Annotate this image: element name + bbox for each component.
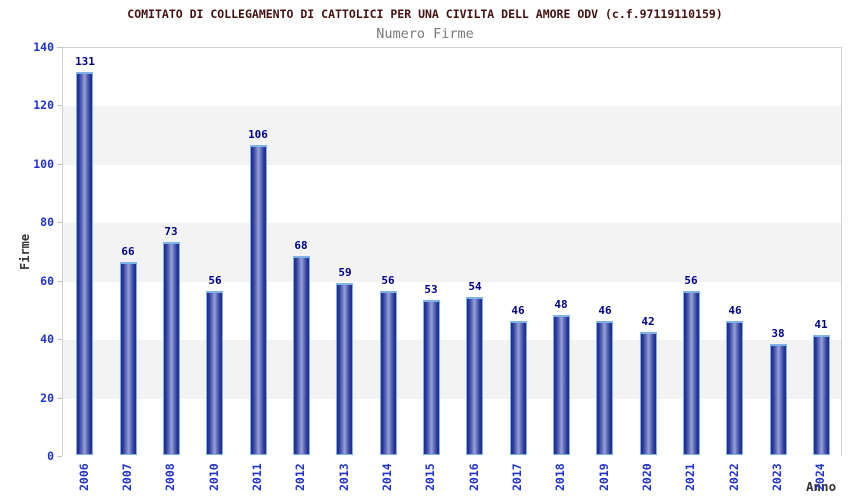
bar-2012 (293, 256, 310, 455)
bar-2007 (120, 262, 137, 455)
bar-2020 (640, 332, 657, 455)
grid-band (63, 106, 841, 165)
bar-2024 (813, 335, 830, 455)
bar-value-2022: 46 (728, 304, 742, 317)
y-tick-label: 0 (47, 449, 54, 463)
x-tick-label-2021: 2021 (683, 463, 697, 491)
bar-value-2023: 38 (771, 327, 785, 340)
x-tick-label-2020: 2020 (640, 463, 654, 491)
y-tick-label: 20 (40, 390, 54, 405)
y-tick-label: 40 (40, 332, 54, 347)
bar-value-2018: 48 (554, 298, 568, 311)
y-tick-label: 140 (33, 40, 54, 54)
bar-value-2010: 56 (208, 274, 222, 287)
bar-2006 (76, 72, 93, 455)
bar-value-2024: 41 (814, 318, 828, 331)
y-tick-label: 80 (40, 215, 54, 230)
x-tick-label-2011: 2011 (250, 463, 264, 491)
bar-value-2006: 131 (75, 55, 95, 68)
grid-band (63, 340, 841, 399)
y-tick-mark (57, 47, 62, 48)
bar-2016 (466, 297, 483, 455)
bar-2021 (683, 291, 700, 455)
y-tick-mark (57, 105, 62, 107)
bar-value-2012: 68 (294, 239, 308, 252)
bar-value-2013: 59 (338, 266, 352, 279)
bar-2011 (250, 145, 267, 455)
bar-2015 (423, 300, 440, 455)
x-tick-label-2015: 2015 (423, 463, 437, 491)
x-tick-label-2016: 2016 (467, 463, 481, 491)
y-tick-mark (57, 280, 62, 282)
grid-band (63, 281, 841, 341)
x-tick-label-2022: 2022 (727, 463, 741, 491)
x-axis-title: Anno (806, 479, 837, 494)
bar-value-2017: 46 (511, 304, 525, 317)
x-tick-label-2010: 2010 (207, 463, 221, 491)
bar-value-2007: 66 (121, 245, 135, 258)
bar-2010 (206, 291, 223, 455)
y-axis-title: Firme (18, 233, 32, 271)
bar-2022 (726, 321, 743, 455)
x-tick-label-2024: 2024 (813, 463, 827, 491)
bar-value-2011: 106 (248, 128, 268, 141)
bar-value-2015: 53 (424, 283, 438, 296)
y-tick-label: 60 (40, 273, 54, 288)
chart-title: COMITATO DI COLLEGAMENTO DI CATTOLICI PE… (127, 7, 723, 21)
bar-2014 (380, 291, 397, 455)
y-tick-mark (57, 163, 62, 165)
plot-area: 131 66 73 56 106 68 59 56 53 54 46 48 46 42 56 46 38 41 (62, 47, 842, 457)
bar-2013 (336, 283, 353, 455)
x-tick-label-2007: 2007 (120, 463, 134, 491)
x-tick-label-2018: 2018 (553, 463, 567, 491)
x-tick-label-2019: 2019 (597, 463, 611, 491)
bar-2018 (553, 315, 570, 455)
x-tick-label-2014: 2014 (380, 463, 394, 491)
y-tick-mark (57, 456, 62, 457)
x-tick-label-2023: 2023 (770, 463, 784, 491)
y-tick-label: 120 (33, 98, 54, 113)
bar-2008 (163, 242, 180, 455)
bar-value-2008: 73 (164, 225, 178, 238)
grid-band (63, 223, 841, 282)
bar-2019 (596, 321, 613, 455)
bar-2023 (770, 344, 787, 455)
bar-value-2016: 54 (468, 280, 482, 293)
y-tick-label: 100 (33, 156, 54, 171)
bar-value-2014: 56 (381, 274, 395, 287)
y-tick-mark (57, 222, 62, 224)
y-tick-mark (57, 397, 62, 399)
x-tick-label-2013: 2013 (337, 463, 351, 491)
x-tick-label-2006: 2006 (77, 463, 91, 491)
bar-value-2020: 42 (641, 315, 655, 328)
bar-value-2021: 56 (684, 274, 698, 287)
x-tick-label-2012: 2012 (293, 463, 307, 491)
x-tick-label-2008: 2008 (163, 463, 177, 491)
x-tick-label-2017: 2017 (510, 463, 524, 491)
bar-value-2019: 46 (598, 304, 612, 317)
chart-subtitle: Numero Firme (376, 26, 474, 42)
bar-2017 (510, 321, 527, 455)
grid-band (63, 164, 841, 224)
y-tick-mark (57, 339, 62, 341)
grid-band (63, 398, 841, 457)
grid-band (63, 48, 841, 107)
